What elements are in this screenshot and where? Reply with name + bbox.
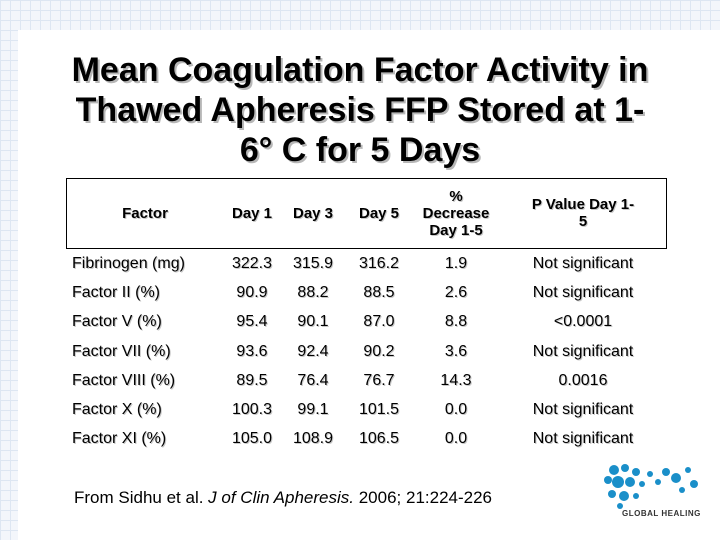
cell-percent: 8.8 [444, 313, 468, 331]
cell-p-value: Not significant [532, 401, 634, 419]
cell-day3: 92.4 [297, 342, 329, 360]
cell-day3: 315.9 [292, 254, 334, 272]
cell-factor: Fibrinogen (mg) [72, 254, 185, 272]
slide-title: Mean Coagulation Factor Activity in Thaw… [30, 50, 690, 170]
cell-p-value: Not significant [532, 283, 634, 301]
slide-title-line-1: Mean Coagulation Factor Activity in [71, 51, 649, 89]
cell-day1: 95.4 [236, 313, 268, 331]
header-percent-decrease: % Decrease Day 1-5 [412, 178, 500, 249]
header-p-value-line-2: 5 [578, 213, 588, 230]
slide-title-line-2: Thawed Apheresis FFP Stored at 1- [75, 91, 645, 129]
cell-factor: Factor V (%) [72, 313, 162, 331]
cell-day1: 90.9 [236, 283, 268, 301]
table-row: Fibrinogen (mg) 322.3 315.9 316.2 1.9 No… [66, 249, 666, 279]
header-percent-line-3: Day 1-5 [429, 221, 483, 239]
cell-day5: 101.5 [358, 401, 400, 419]
cell-day3: 99.1 [297, 401, 329, 419]
header-factor: Factor [66, 178, 224, 249]
table-row: Factor V (%) 95.4 90.1 87.0 8.8 <0.0001 [66, 308, 666, 337]
cell-percent: 0.0 [444, 401, 468, 419]
cell-day1: 322.3 [231, 254, 273, 272]
cell-day1: 100.3 [231, 401, 273, 419]
cell-factor: Factor II (%) [72, 283, 161, 301]
table-header-row: Factor Day 1 Day 3 Day 5 % Decrease Day … [66, 178, 666, 249]
cell-percent: 3.6 [444, 342, 468, 360]
cell-p-value: Not significant [532, 342, 634, 360]
cell-day3: 88.2 [297, 283, 329, 301]
header-percent-line-2: Decrease [422, 204, 490, 222]
cell-factor: Factor X (%) [72, 401, 162, 419]
citation-suffix: 2006; 21:224-226 [354, 488, 493, 507]
table-row: Factor X (%) 100.3 99.1 101.5 0.0 Not si… [66, 395, 666, 424]
citation-prefix: From Sidhu et al. [74, 488, 209, 507]
cell-percent: 1.9 [444, 254, 468, 272]
cell-p-value: Not significant [532, 254, 634, 272]
cell-day5: 87.0 [363, 313, 395, 331]
header-percent-line-1: % [449, 187, 463, 205]
cell-percent: 14.3 [440, 371, 472, 389]
table-row: Factor XI (%) 105.0 108.9 106.5 0.0 Not … [66, 425, 666, 454]
cell-day5: 106.5 [358, 430, 400, 448]
cell-p-value: 0.0016 [558, 371, 608, 389]
header-day5: Day 5 [346, 178, 412, 249]
citation: From Sidhu et al. J of Clin Apheresis. 2… [74, 488, 492, 508]
citation-journal: J of Clin Apheresis. [208, 488, 354, 507]
cell-p-value: <0.0001 [553, 313, 613, 331]
header-day3: Day 3 [280, 178, 346, 249]
globe-dots-icon [604, 464, 698, 509]
cell-day3: 90.1 [297, 313, 329, 331]
cell-day1: 105.0 [231, 430, 273, 448]
cell-factor: Factor VII (%) [72, 342, 171, 360]
cell-day1: 93.6 [236, 342, 268, 360]
cell-day1: 89.5 [236, 371, 268, 389]
cell-day5: 88.5 [363, 283, 395, 301]
background-grid-top [0, 0, 720, 30]
cell-day5: 76.7 [363, 371, 395, 389]
cell-day5: 90.2 [363, 342, 395, 360]
cell-percent: 2.6 [444, 283, 468, 301]
cell-factor: Factor VIII (%) [72, 371, 176, 389]
header-p-value-line-1: P Value Day 1- [531, 196, 635, 213]
cell-day5: 316.2 [358, 254, 400, 272]
slide-title-line-3: 6° C for 5 Days [239, 131, 481, 169]
coagulation-table: Factor Day 1 Day 3 Day 5 % Decrease Day … [66, 178, 666, 454]
table-row: Factor II (%) 90.9 88.2 88.5 2.6 Not sig… [66, 278, 666, 307]
table-row: Factor VII (%) 93.6 92.4 90.2 3.6 Not si… [66, 337, 666, 366]
header-day1: Day 1 [224, 178, 280, 249]
cell-percent: 0.0 [444, 430, 468, 448]
table-row: Factor VIII (%) 89.5 76.4 76.7 14.3 0.00… [66, 366, 666, 395]
background-grid-left [0, 0, 18, 540]
cell-factor: Factor XI (%) [72, 430, 167, 448]
cell-day3: 108.9 [292, 430, 334, 448]
cell-day3: 76.4 [297, 371, 329, 389]
cell-p-value: Not significant [532, 430, 634, 448]
header-p-value: P Value Day 1- 5 [500, 178, 666, 249]
logo-text: GLOBAL HEALING [622, 509, 701, 518]
